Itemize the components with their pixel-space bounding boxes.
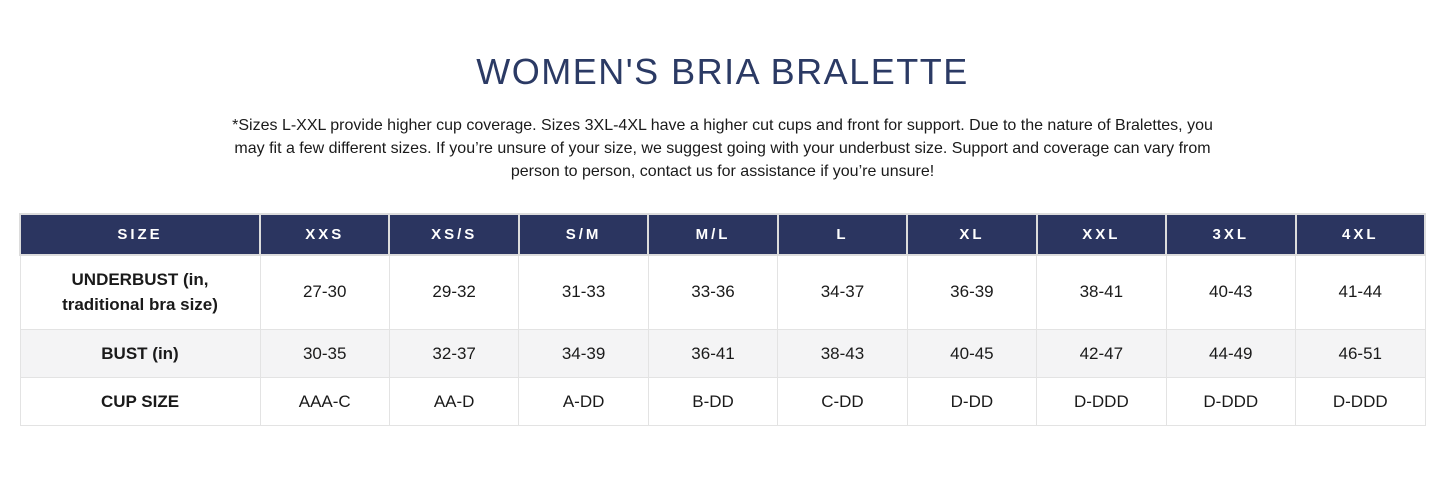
- column-header-m-l: M/L: [647, 212, 779, 256]
- table-cell: 40-43: [1165, 254, 1297, 331]
- table-cell: D-DDD: [1165, 377, 1297, 427]
- table-cell: 40-45: [906, 329, 1038, 379]
- table-cell: 29-32: [388, 254, 520, 331]
- table-cell: 41-44: [1295, 254, 1426, 331]
- row-label-bust-in: BUST (in): [19, 329, 261, 379]
- table-cell: C-DD: [777, 377, 908, 427]
- table-cell: 33-36: [647, 254, 779, 331]
- table-cell: D-DDD: [1295, 377, 1426, 427]
- table-cell: 34-39: [518, 329, 649, 379]
- column-header-xs-s: XS/S: [388, 212, 520, 256]
- column-header-xxl: XXL: [1035, 212, 1168, 256]
- column-header-3xl: 3XL: [1165, 212, 1297, 256]
- table-cell: AAA-C: [259, 377, 390, 427]
- table-cell: 36-41: [647, 329, 779, 379]
- column-header-4xl: 4XL: [1294, 212, 1426, 256]
- table-cell: 36-39: [906, 254, 1038, 331]
- table-cell: B-DD: [647, 377, 779, 427]
- table-cell: 34-37: [777, 254, 908, 331]
- column-header-xxs: XXS: [258, 212, 391, 256]
- table-row-underbust-in-traditional-bra-size: UNDERBUST (in, traditional bra size) 27-3…: [19, 254, 1426, 331]
- table-cell: A-DD: [518, 377, 649, 427]
- table-cell: 38-41: [1036, 254, 1167, 331]
- size-chart-body: UNDERBUST (in, traditional bra size) 27-3…: [19, 254, 1426, 427]
- table-cell: D-DD: [906, 377, 1038, 427]
- table-cell: 42-47: [1036, 329, 1167, 379]
- table-row-cup-size: CUP SIZE AAA-C AA-D A-DD B-DD C-DD D-DD D-DDD D-…: [19, 377, 1426, 427]
- column-header-l: L: [776, 212, 909, 256]
- size-fit-note: *Sizes L-XXL provide higher cup coverage…: [232, 116, 1213, 180]
- column-header-size: SIZE: [19, 212, 261, 256]
- table-row-bust-in: BUST (in) 30-35 32-37 34-39 36-41 38-43 40-45 4…: [19, 329, 1426, 379]
- table-header-row: SIZE XXS XS/S S/M M/L L XL XXL 3XL 4XL: [19, 212, 1426, 256]
- table-cell: 27-30: [259, 254, 390, 331]
- table-cell: 46-51: [1295, 329, 1426, 379]
- table-cell: D-DDD: [1036, 377, 1167, 427]
- size-chart-header: SIZE XXS XS/S S/M M/L L XL XXL 3XL 4XL: [19, 212, 1426, 256]
- size-chart-table: SIZE XXS XS/S S/M M/L L XL XXL 3XL 4XL UNDERBUST …: [19, 212, 1426, 427]
- table-cell: 32-37: [388, 329, 520, 379]
- table-cell: 38-43: [777, 329, 908, 379]
- page-title: WOMEN'S BRIA BRALETTE: [476, 51, 969, 92]
- table-cell: AA-D: [388, 377, 520, 427]
- column-header-xl: XL: [906, 212, 1038, 256]
- column-header-s-m: S/M: [517, 212, 650, 256]
- table-cell: 31-33: [518, 254, 649, 331]
- table-cell: 44-49: [1165, 329, 1297, 379]
- row-label-underbust-in-traditional-bra-size: UNDERBUST (in, traditional bra size): [19, 254, 261, 331]
- table-cell: 30-35: [259, 329, 390, 379]
- row-label-cup-size: CUP SIZE: [19, 377, 261, 427]
